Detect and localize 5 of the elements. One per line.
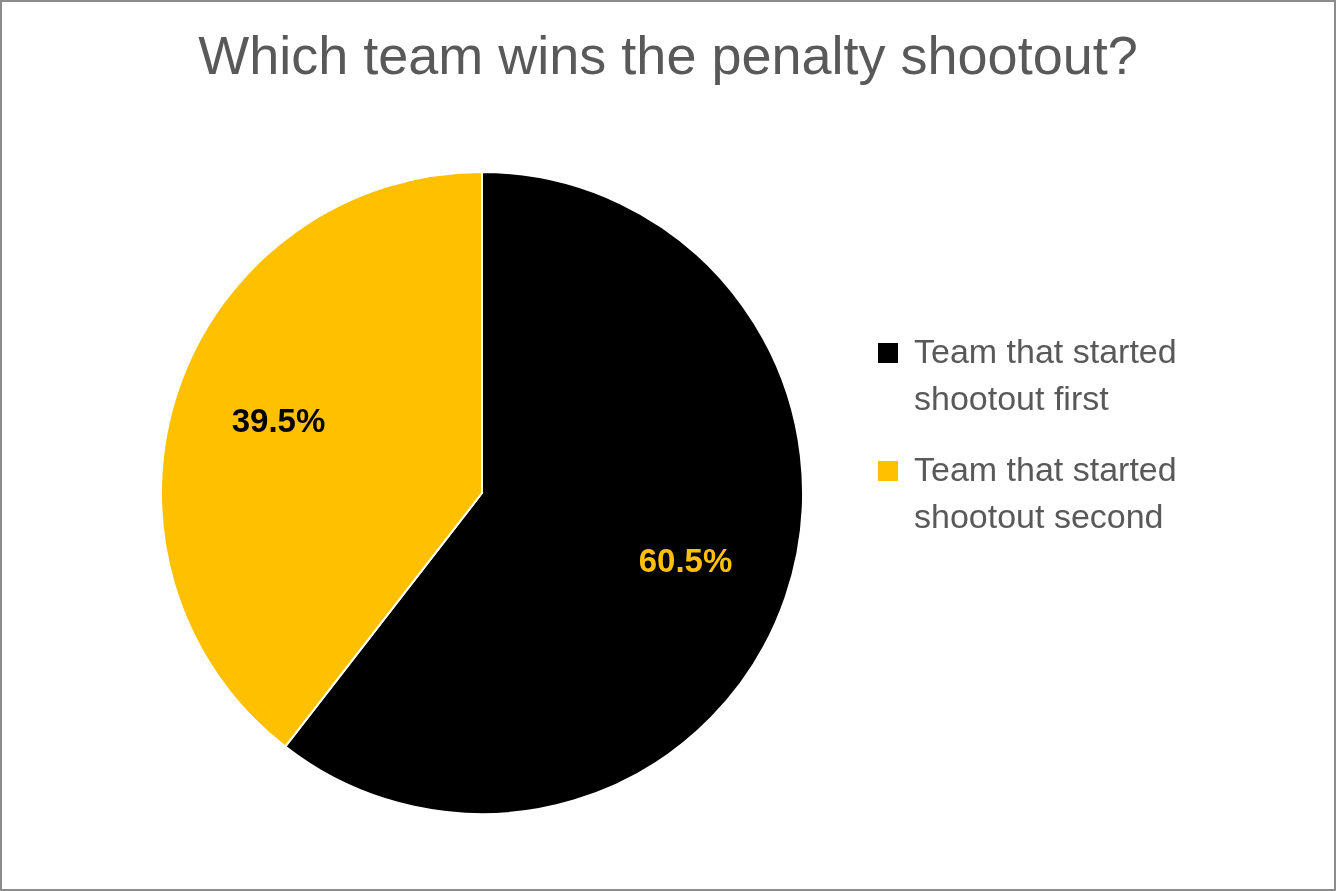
data-label: 60.5% xyxy=(638,541,733,579)
data-label: 39.5% xyxy=(231,402,326,440)
legend-label: Team that started shootout first xyxy=(914,332,1177,417)
chart-title: Which team wins the penalty shootout? xyxy=(197,24,1139,86)
legend-label: Team that started shootout second xyxy=(914,450,1177,535)
